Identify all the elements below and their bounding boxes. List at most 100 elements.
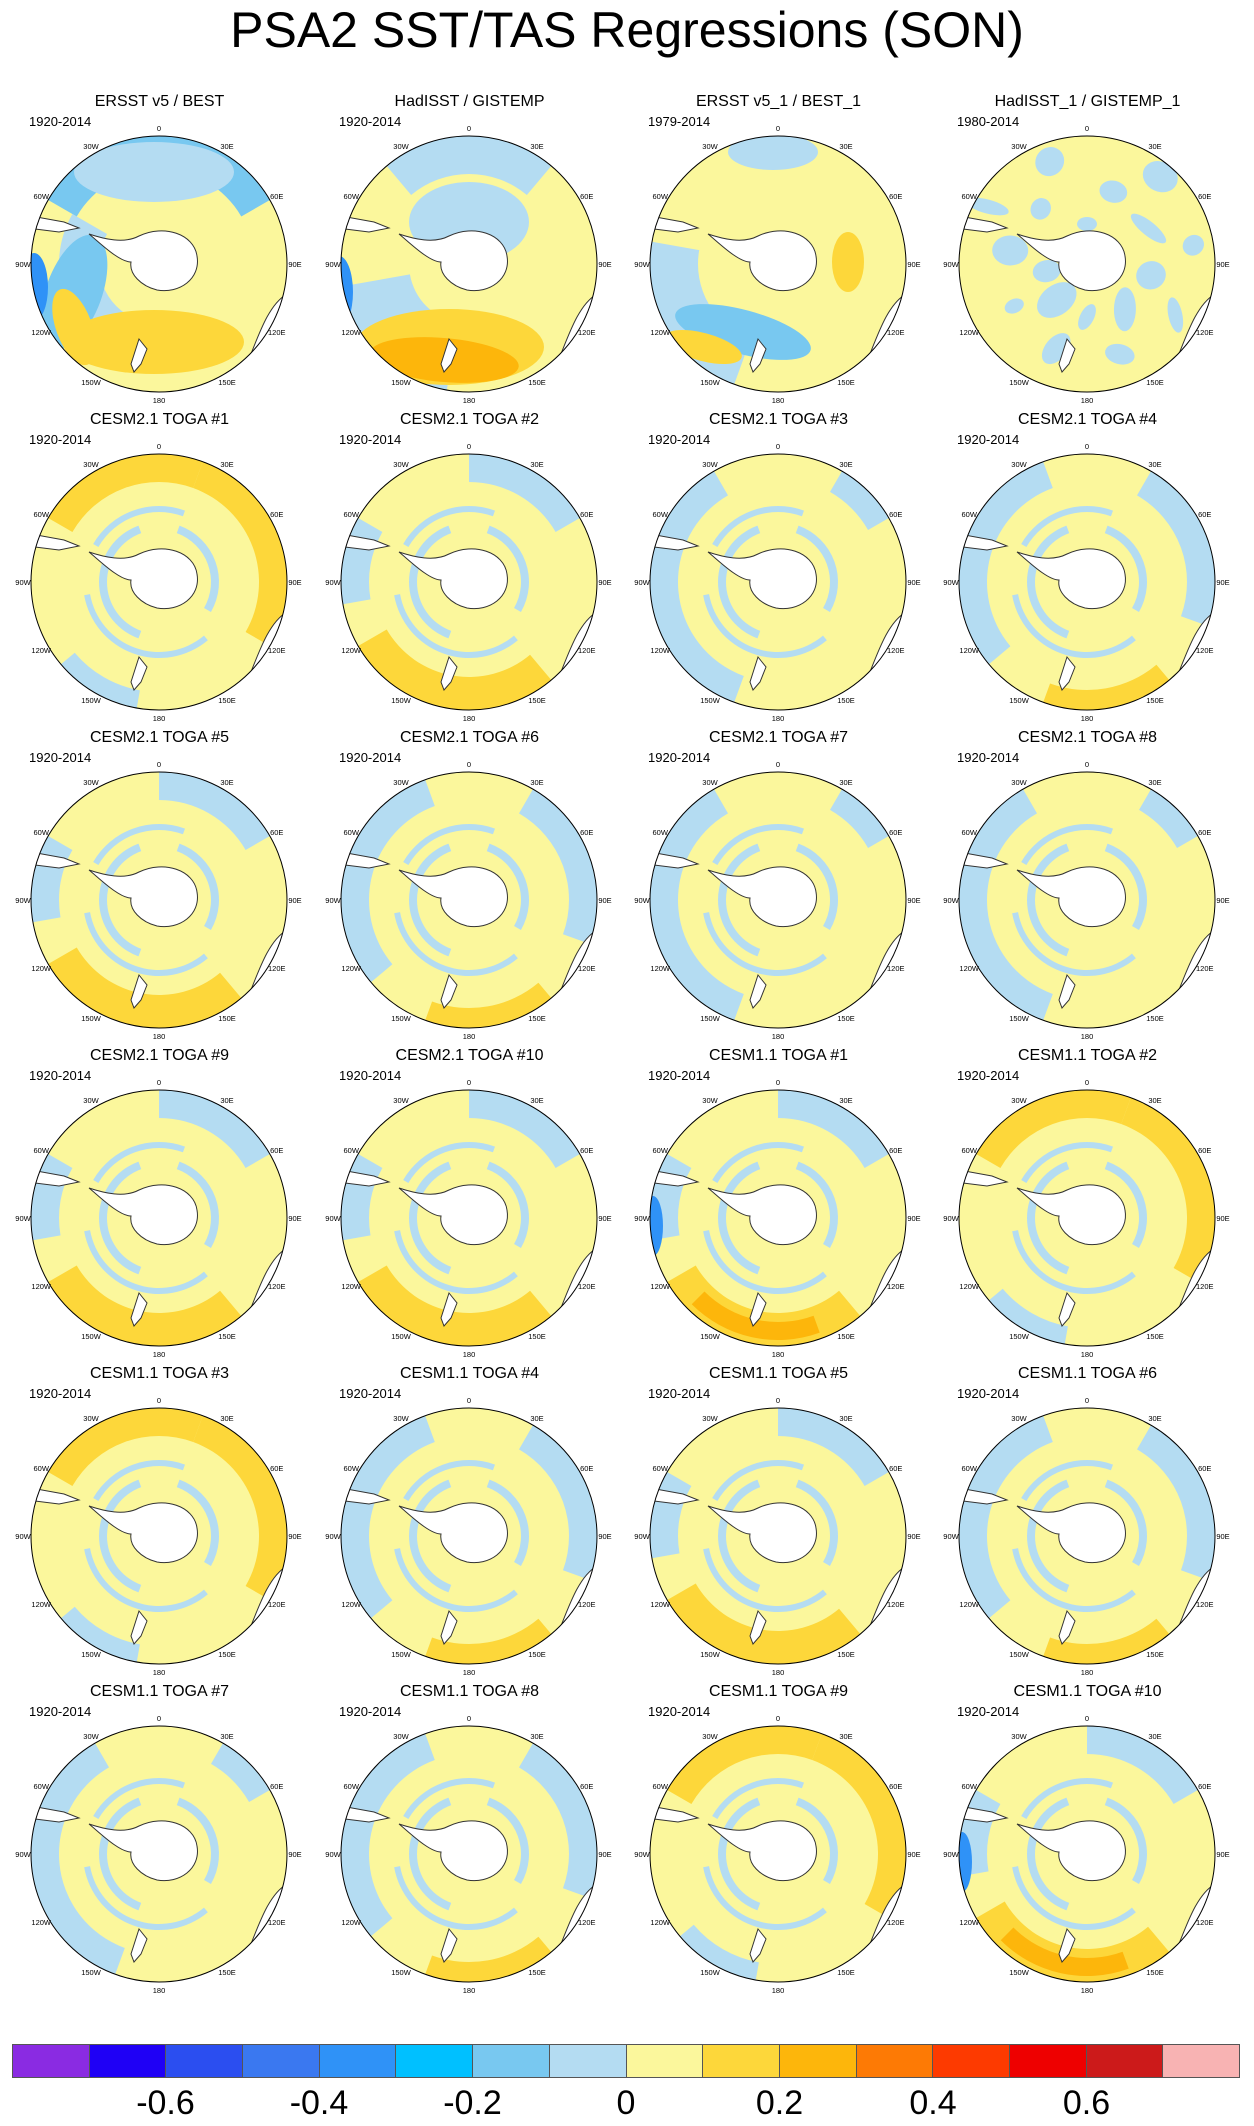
longitude-label: 60W [344, 1464, 360, 1473]
sst-anomaly-band [795, 1797, 838, 1884]
longitude-label: 90E [907, 260, 920, 269]
polar-map: 0 30E 60E 90E 120E 150E 180 150W 120W 90W 60W 30W [325, 1714, 611, 1995]
antarctica-coast [1016, 1184, 1126, 1246]
polar-map: 0 30E 60E 90E 120E 150E 180 150W 120W 90W 60W 30W [15, 760, 301, 1041]
map-border [958, 453, 1216, 711]
sst-anomaly-band [341, 1733, 435, 1937]
map-border [340, 1725, 598, 1983]
sst-anomaly-band [1121, 1097, 1215, 1282]
panel-title: CESM1.1 TOGA #4 [399, 1365, 540, 1382]
panel-title: CESM2.1 TOGA #4 [1017, 411, 1158, 428]
antarctica-coast [1016, 1820, 1126, 1882]
sst-anomaly-band [386, 136, 552, 196]
new-zealand-coast [749, 1291, 767, 1327]
sst-anomaly-blob [1136, 261, 1166, 290]
longitude-label: 0 [467, 1714, 471, 1723]
map-border [649, 1407, 907, 1665]
sst-anomaly-band [712, 1460, 804, 1501]
map-border [340, 1407, 598, 1665]
panel-grid: ERSST v5 / BEST 1920-2014 0 30E 60E 90E 120E 15… [15, 93, 1243, 2004]
panel-year-range: 1920-2014 [648, 1386, 711, 1401]
sst-anomaly-blob [664, 329, 742, 365]
longitude-label: 90W [943, 896, 959, 905]
longitude-label: 90W [15, 1532, 31, 1541]
sst-anomaly-band [425, 982, 552, 1028]
sst-anomaly-band [394, 1866, 518, 1930]
sst-anomaly-blob [1032, 259, 1061, 283]
sst-anomaly-band [712, 824, 804, 865]
sst-anomaly-blob [966, 197, 1009, 216]
longitude-label: 120E [1196, 328, 1214, 337]
longitude-label: 30E [839, 460, 852, 469]
longitude-label: 0 [1085, 1396, 1089, 1405]
longitude-label: 0 [467, 124, 471, 133]
longitude-label: 90E [1216, 1214, 1229, 1223]
sst-anomaly-band [519, 1425, 597, 1580]
longitude-label: 150W [391, 1332, 412, 1341]
south-america-coast [650, 529, 700, 551]
longitude-label: 120E [578, 1600, 596, 1609]
colorbar-swatch [549, 2045, 627, 2077]
sst-anomaly-band [830, 789, 889, 848]
panel-title: CESM2.1 TOGA #6 [399, 729, 540, 746]
panel-year-range: 1920-2014 [29, 432, 92, 447]
longitude-label: 90E [1216, 1850, 1229, 1859]
sst-anomaly-band [176, 525, 219, 612]
south-america-coast [959, 1801, 1009, 1823]
longitude-label: 60E [580, 1464, 593, 1473]
longitude-label: 30E [1148, 142, 1161, 151]
longitude-label: 30E [1148, 778, 1161, 787]
longitude-label: 30W [1011, 142, 1027, 151]
colorbar-swatch [13, 2045, 90, 2077]
longitude-label: 150W [391, 1968, 412, 1977]
longitude-label: 60W [34, 192, 50, 201]
sst-anomaly-band [795, 525, 838, 612]
longitude-label: 120E [887, 1282, 905, 1291]
sst-anomaly-blob [31, 253, 48, 321]
longitude-label: 150W [391, 1014, 412, 1023]
antarctica-coast [398, 548, 508, 610]
longitude-label: 60W [653, 510, 669, 519]
colorbar-swatch [473, 2045, 550, 2077]
panel-year-range: 1920-2014 [29, 1386, 92, 1401]
longitude-label: 150E [528, 1968, 546, 1977]
sst-anomaly-band [98, 1161, 142, 1275]
map-border [30, 771, 288, 1029]
map-panel: CESM1.1 TOGA #1 1920-2014 0 30E 60E 90E 120E 15… [623, 1046, 934, 1368]
sst-anomaly-band [98, 843, 142, 957]
map-panel: CESM1.1 TOGA #2 1920-2014 0 30E 60E 90E 120E 15… [932, 1046, 1243, 1368]
longitude-label: 30W [83, 778, 99, 787]
sst-anomaly-band [358, 1265, 552, 1346]
longitude-label: 180 [1081, 1032, 1094, 1041]
sst-anomaly-band [1021, 1142, 1113, 1183]
longitude-label: 120W [650, 1282, 671, 1291]
longitude-label: 60E [889, 1464, 902, 1473]
longitude-label: 120E [578, 964, 596, 973]
longitude-label: 60E [270, 192, 283, 201]
longitude-label: 150W [700, 1650, 721, 1659]
longitude-label: 90E [288, 896, 301, 905]
longitude-label: 30W [702, 1732, 718, 1741]
map-border [649, 771, 907, 1029]
sst-anomaly-band [795, 843, 838, 930]
sst-anomaly-band [1012, 1230, 1136, 1294]
longitude-label: 60E [1198, 1782, 1211, 1791]
longitude-label: 120W [650, 964, 671, 973]
longitude-label: 0 [157, 1714, 161, 1723]
polar-map: 0 30E 60E 90E 120E 150E 180 150W 120W 90W 60W 30W [325, 442, 611, 723]
longitude-label: 90W [325, 578, 341, 587]
south-america-coast [31, 529, 81, 551]
sst-anomaly-band [679, 1924, 759, 1981]
new-zealand-coast [1058, 1927, 1076, 1963]
sst-anomaly-band [176, 1161, 219, 1248]
polar-map: 0 30E 60E 90E 120E 150E 180 150W 120W 90W 60W 30W [943, 1714, 1229, 1995]
longitude-label: 60W [962, 510, 978, 519]
longitude-label: 150W [1009, 1014, 1030, 1023]
colorbar-swatch [856, 2045, 934, 2077]
longitude-label: 30E [220, 1732, 233, 1741]
colorbar-tick-label: 0.2 [755, 2084, 804, 2122]
sst-anomaly-band [84, 912, 208, 976]
new-zealand-coast [130, 973, 148, 1009]
longitude-label: 180 [1081, 1986, 1094, 1995]
map-panel: CESM1.1 TOGA #9 1920-2014 0 30E 60E 90E 120E 15… [623, 1682, 934, 2004]
